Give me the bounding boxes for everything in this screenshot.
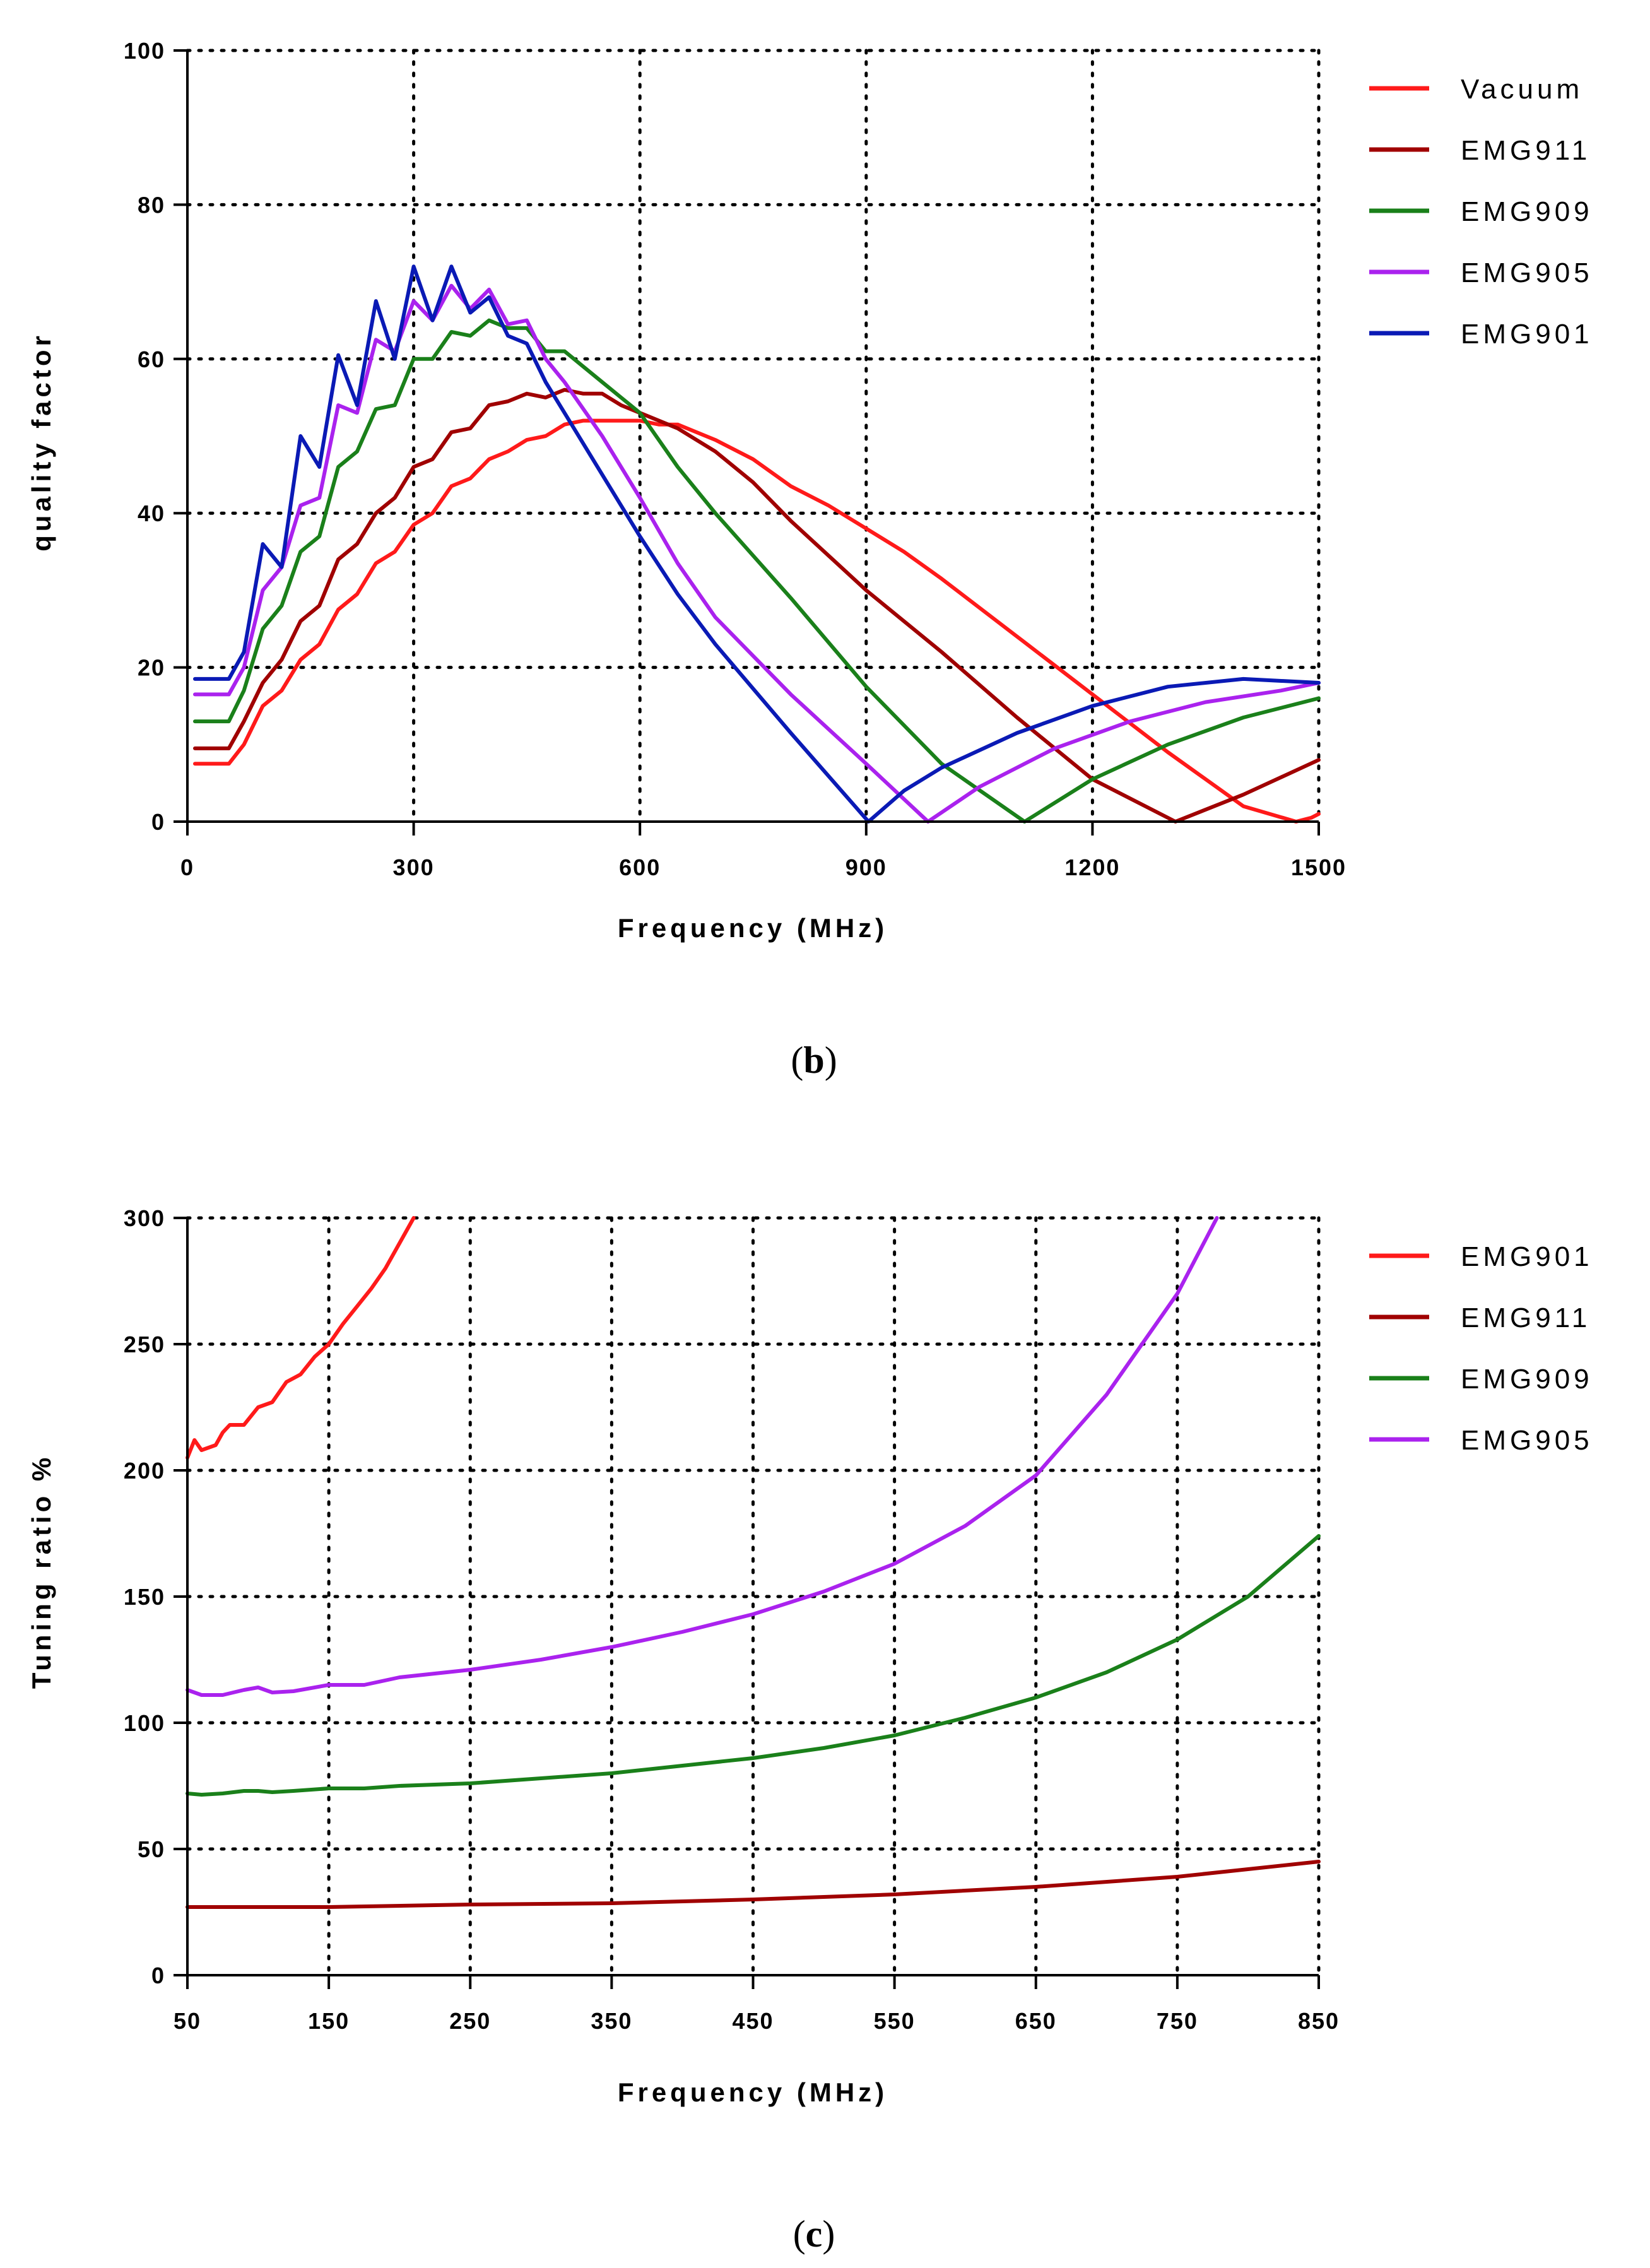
- panel-c: 50 150 250 350 450 550 650 750 850 0 50 100 150 200 25…: [27, 1205, 1593, 2255]
- grid-c: [186, 1216, 1321, 1977]
- legend-label-emg911: EMG911: [1461, 1302, 1591, 1333]
- series-b: [193, 264, 1321, 824]
- x-tick-label: 450: [732, 2008, 774, 2034]
- x-tick-label: 750: [1157, 2008, 1198, 2034]
- x-tick-label: 250: [449, 2008, 491, 2034]
- legend-label-vacuum: Vacuum: [1461, 74, 1583, 105]
- x-tick-label: 350: [591, 2008, 632, 2034]
- y-tick-label: 250: [124, 1332, 165, 1357]
- y-tick-label: 100: [124, 38, 165, 64]
- series-line-emg901: [186, 1216, 416, 1460]
- legend-label-emg901: EMG901: [1461, 319, 1593, 350]
- series-line-emg905: [193, 283, 1321, 824]
- caption-b: (b): [791, 1039, 837, 1081]
- series-line-emg911: [186, 1860, 1321, 1909]
- axes-b: [186, 50, 1319, 823]
- series-line-emg909: [186, 1534, 1321, 1797]
- y-tick-label: 80: [138, 192, 165, 218]
- legend-label-emg901: EMG901: [1461, 1241, 1593, 1272]
- x-tick-label: 600: [619, 854, 661, 880]
- x-axis-title-c: Frequency (MHz): [618, 2077, 888, 2107]
- legend-label-emg911: EMG911: [1461, 135, 1591, 166]
- y-axis-title-b: quality factor: [27, 332, 56, 552]
- legend-label-emg909: EMG909: [1461, 196, 1593, 227]
- y-tick-label: 40: [138, 500, 165, 526]
- x-tick-label: 650: [1015, 2008, 1057, 2034]
- grid-b: [186, 49, 1321, 824]
- y-tick-label: 20: [138, 655, 165, 681]
- series-line-emg909: [193, 318, 1321, 824]
- x-tick-label: 1200: [1064, 854, 1120, 880]
- x-tick-label: 850: [1298, 2008, 1340, 2034]
- series-line-emg901: [193, 264, 1321, 824]
- series-line-vacuum: [193, 418, 1321, 824]
- legend-label-emg905: EMG905: [1461, 1425, 1593, 1456]
- y-tick-label: 0: [151, 1963, 165, 1988]
- y-tick-label: 50: [138, 1836, 165, 1862]
- panel-b: 0 300 600 900 1200 1500 0 20 40 60 80 100 quality f…: [27, 38, 1593, 1081]
- x-tick-label: 300: [393, 854, 435, 880]
- legend-label-emg909: EMG909: [1461, 1364, 1593, 1395]
- ticks-b: 0 300 600 900 1200 1500 0 20 40 60 80 100: [124, 38, 1347, 880]
- x-tick-label: 1500: [1291, 854, 1347, 880]
- y-axis-title-c: Tuning ratio %: [27, 1454, 56, 1689]
- y-tick-label: 300: [124, 1205, 165, 1231]
- legend-c: EMG901 EMG911 EMG909 EMG905: [1369, 1241, 1593, 1456]
- y-tick-label: 150: [124, 1584, 165, 1610]
- series-line-emg911: [193, 387, 1321, 824]
- ticks-c: 50 150 250 350 450 550 650 750 850 0 50 100 150 200 25…: [124, 1205, 1340, 2034]
- x-tick-label: 550: [874, 2008, 916, 2034]
- x-tick-label: 150: [308, 2008, 350, 2034]
- legend-label-emg905: EMG905: [1461, 257, 1593, 288]
- y-tick-label: 60: [138, 346, 165, 372]
- caption-c: (c): [793, 2213, 835, 2255]
- series-line-emg905: [186, 1216, 1219, 1697]
- x-tick-label: 50: [174, 2008, 201, 2034]
- x-tick-label: 0: [180, 854, 194, 880]
- y-tick-label: 0: [151, 809, 165, 835]
- y-tick-label: 200: [124, 1458, 165, 1484]
- y-tick-label: 100: [124, 1710, 165, 1736]
- x-axis-title-b: Frequency (MHz): [618, 913, 888, 943]
- series-c: [186, 1216, 1321, 1909]
- legend-b: Vacuum EMG911 EMG909 EMG905 EMG901: [1369, 74, 1593, 350]
- x-tick-label: 900: [846, 854, 887, 880]
